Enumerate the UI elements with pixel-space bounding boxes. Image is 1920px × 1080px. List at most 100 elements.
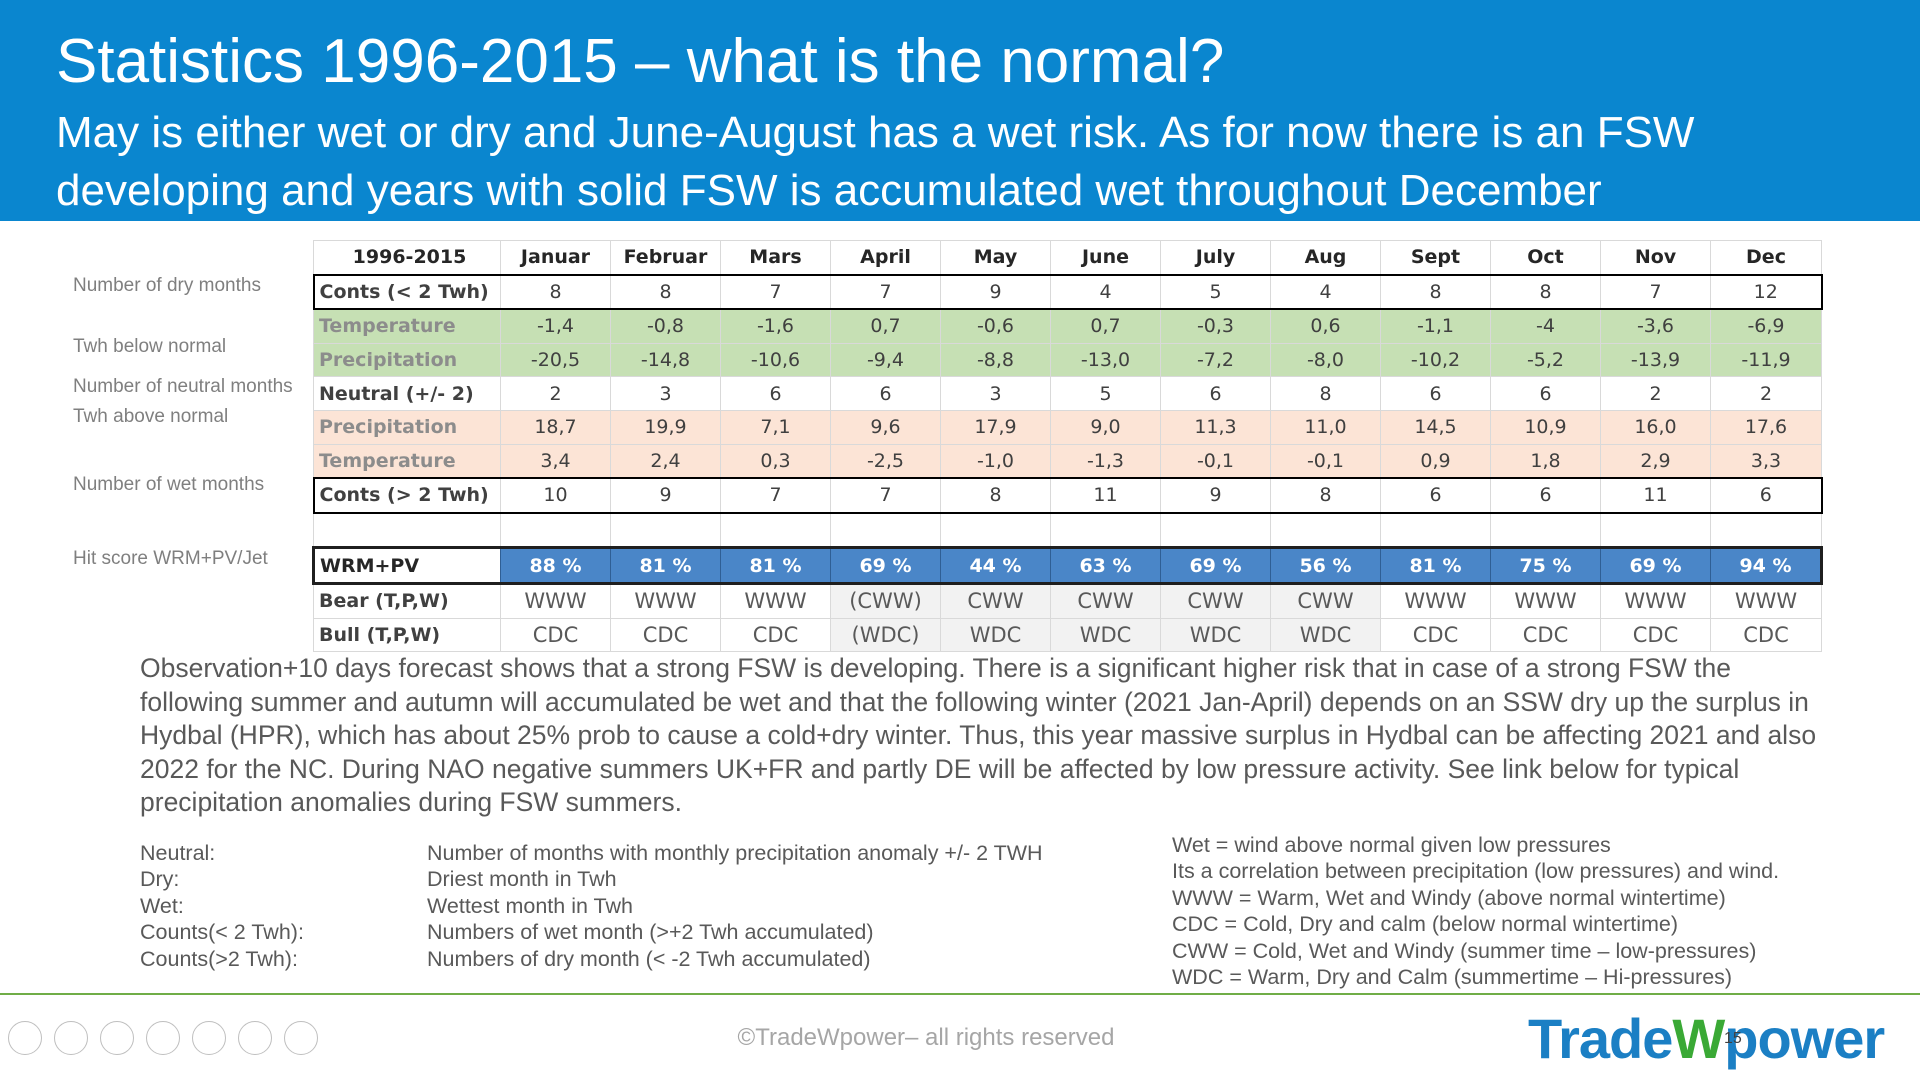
column-header: Dec xyxy=(1710,239,1822,276)
legend-line: Its a correlation between precipitation … xyxy=(1172,859,1780,884)
copyright: ©TradeWpower– all rights reserved xyxy=(737,1024,1115,1051)
cell: 4 xyxy=(1050,273,1161,311)
cell: WWW xyxy=(1380,582,1491,619)
cell: WDC xyxy=(1160,617,1271,653)
row-label: Bear (T,P,W) xyxy=(313,582,501,619)
row-label: Precipitation xyxy=(313,342,501,378)
cell: 17,9 xyxy=(940,409,1051,445)
cell: 7 xyxy=(1600,273,1711,311)
cell: 56 % xyxy=(1270,546,1381,585)
empty-cell xyxy=(610,512,721,549)
cell: WDC xyxy=(1050,617,1161,653)
cell: -9,4 xyxy=(830,342,941,378)
nav-button[interactable] xyxy=(146,1021,180,1055)
cell: 2 xyxy=(500,376,611,411)
nav-button[interactable] xyxy=(284,1021,318,1055)
subtitle-line: developing and years with solid FSW is a… xyxy=(56,166,1602,215)
table-row: Precipitation -20,5 -14,8 -10,6 -9,4 -8,8 -13,… xyxy=(313,342,1822,378)
cell: -13,0 xyxy=(1050,342,1161,378)
cell: 6 xyxy=(720,376,831,411)
cell: -1,1 xyxy=(1380,308,1491,344)
cell: 8 xyxy=(500,273,611,311)
empty-cell xyxy=(720,512,831,549)
cell: WWW xyxy=(610,582,721,619)
cell: -13,9 xyxy=(1600,342,1711,378)
table-row: Conts (> 2 Twh) 10 9 7 7 8 11 9 8 6 6 11 6 xyxy=(312,477,1823,514)
row-label: Conts (< 2 Twh) xyxy=(312,273,501,311)
cell: 7 xyxy=(830,477,941,514)
legend-line: CDC = Cold, Dry and calm (below normal w… xyxy=(1172,912,1678,937)
cell: 6 xyxy=(1490,477,1601,514)
row-label: Bull (T,P,W) xyxy=(313,617,501,653)
legend-line: Wet = wind above normal given low pressu… xyxy=(1172,833,1611,857)
column-header: Februar xyxy=(610,239,721,276)
cell: 11,3 xyxy=(1160,409,1271,445)
empty-cell xyxy=(313,512,501,549)
nav-button[interactable] xyxy=(238,1021,272,1055)
side-label: Hit score WRM+PV/Jet xyxy=(73,547,268,569)
cell: 11 xyxy=(1050,477,1161,514)
cell: -14,8 xyxy=(610,342,721,378)
nav-button[interactable] xyxy=(192,1021,226,1055)
cell: 94 % xyxy=(1710,546,1823,585)
row-label: Temperature xyxy=(313,443,501,479)
table-row: Precipitation 18,7 19,9 7,1 9,6 17,9 9,0 11,3 11… xyxy=(313,409,1822,445)
empty-cell xyxy=(940,512,1051,549)
empty-cell xyxy=(1490,512,1601,549)
corner-cell: 1996-2015 xyxy=(313,239,501,276)
cell: 1,8 xyxy=(1490,443,1601,479)
cell: 7 xyxy=(720,477,831,514)
row-label: Precipitation xyxy=(313,409,501,445)
cell: 3 xyxy=(610,376,721,411)
table-row: Temperature -1,4 -0,8 -1,6 0,7 -0,6 0,7 -0,3 0,6… xyxy=(313,308,1822,344)
cell: 5 xyxy=(1050,376,1161,411)
cell: 6 xyxy=(1490,376,1601,411)
row-label: Temperature xyxy=(313,308,501,344)
definition-text: Driest month in Twh xyxy=(427,867,617,892)
cell: 2,9 xyxy=(1600,443,1711,479)
definition-term: Counts(< 2 Twh): xyxy=(140,920,304,945)
legend-line: CWW = Cold, Wet and Windy (summer time –… xyxy=(1172,938,1757,963)
column-header: Sept xyxy=(1380,239,1491,276)
cell: 2,4 xyxy=(610,443,721,479)
empty-cell xyxy=(1270,512,1381,549)
cell: 44 % xyxy=(940,546,1051,585)
subtitle-line: May is either wet or dry and June-August… xyxy=(56,108,1695,157)
side-label: Twh below normal xyxy=(73,335,227,357)
cell: 9,0 xyxy=(1050,409,1161,445)
nav-button[interactable] xyxy=(8,1021,42,1055)
nav-button[interactable] xyxy=(100,1021,134,1055)
cell: 9 xyxy=(940,273,1051,311)
cell: 18,7 xyxy=(500,409,611,445)
definition-term: Wet: xyxy=(140,893,184,918)
cell: CDC xyxy=(610,617,721,653)
column-header: May xyxy=(940,239,1051,276)
column-header: Mars xyxy=(720,239,831,276)
empty-cell xyxy=(1050,512,1161,549)
cell: WWW xyxy=(500,582,611,619)
cell: -11,9 xyxy=(1710,342,1822,378)
cell: CDC xyxy=(1600,617,1711,653)
cell: CWW xyxy=(1160,582,1271,619)
cell: 12 xyxy=(1710,273,1823,311)
cell: 8 xyxy=(940,477,1051,514)
cell: CDC xyxy=(1710,617,1822,653)
cell: 2 xyxy=(1710,376,1822,411)
side-label: Number of wet months xyxy=(73,473,265,495)
definition-term: Counts(>2 Twh): xyxy=(140,946,298,971)
cell: 69 % xyxy=(1160,546,1271,585)
cell: 8 xyxy=(1380,273,1491,311)
cell: 81 % xyxy=(720,546,831,585)
cell: 8 xyxy=(1490,273,1601,311)
cell: 16,0 xyxy=(1600,409,1711,445)
table-row: Bull (T,P,W) CDC CDC CDC (WDC) WDC WDC WDC WDC CD… xyxy=(313,617,1822,653)
cell: 7 xyxy=(720,273,831,311)
divider xyxy=(0,993,1920,995)
table-row: Neutral (+/- 2) 2 3 6 6 3 5 6 8 6 6 2 2 xyxy=(313,376,1822,411)
nav-button[interactable] xyxy=(54,1021,88,1055)
cell: -1,4 xyxy=(500,308,611,344)
header-band: Statistics 1996-2015 – what is the norma… xyxy=(0,0,1920,221)
cell: CWW xyxy=(940,582,1051,619)
cell: CWW xyxy=(1270,582,1381,619)
